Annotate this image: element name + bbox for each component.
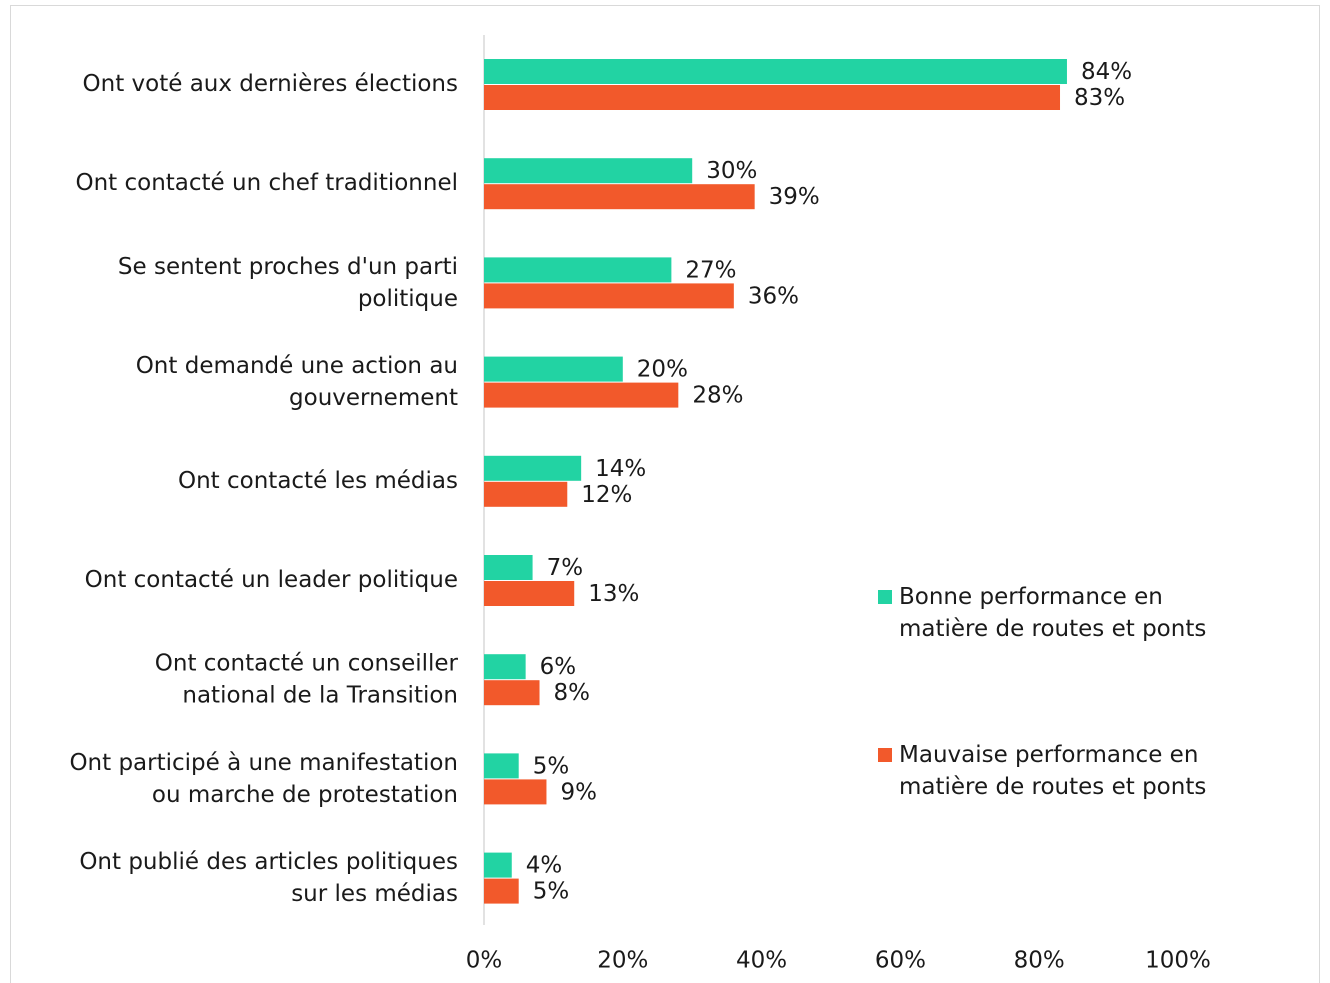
value-label: 4%: [526, 853, 563, 879]
value-label: 6%: [540, 654, 577, 680]
x-tick-label: 0%: [466, 948, 503, 974]
value-label: 36%: [748, 283, 799, 309]
value-label: 9%: [560, 779, 597, 805]
legend-label: Bonne performance en matière de routes et…: [899, 584, 1206, 642]
bar: [484, 481, 568, 507]
y-tick-label: Se sentent proches d'un parti politique: [118, 253, 458, 311]
bar: [484, 184, 755, 210]
bar: [484, 356, 623, 382]
x-tick-label: 80%: [1014, 948, 1065, 974]
bar: [484, 680, 540, 706]
value-label: 20%: [637, 357, 688, 383]
value-label: 39%: [769, 184, 820, 210]
x-tick-label: 40%: [736, 948, 787, 974]
x-tick-label: 20%: [597, 948, 648, 974]
value-label: 12%: [581, 482, 632, 508]
bar: [484, 555, 533, 580]
bar: [484, 257, 672, 283]
bar: [484, 455, 582, 481]
bar: [484, 85, 1061, 110]
bar: [484, 753, 519, 779]
y-tick-label: Ont contacté un chef traditionnel: [75, 170, 458, 196]
value-label: 84%: [1081, 59, 1132, 85]
value-label: 27%: [685, 257, 736, 283]
y-tick-label: Ont participé à une manifestation ou marc…: [69, 749, 458, 807]
value-label: 13%: [588, 581, 639, 607]
value-label: 14%: [595, 456, 646, 482]
bar: [484, 581, 575, 606]
value-label: 8%: [554, 680, 591, 706]
value-label: 28%: [692, 383, 743, 409]
value-label: 5%: [533, 879, 570, 905]
bar: [484, 158, 693, 184]
y-tick-label: Ont contacté un leader politique: [85, 567, 458, 593]
bar: [484, 382, 679, 408]
bar: [484, 654, 526, 680]
y-tick-label: Ont contacté un conseiller national de la…: [155, 650, 459, 708]
bar: [484, 283, 734, 309]
bar: [484, 878, 519, 904]
x-tick-label: 60%: [875, 948, 926, 974]
bar: [484, 779, 547, 805]
legend-label: Mauvaise performance en matière de routes…: [899, 742, 1206, 800]
value-label: 83%: [1074, 85, 1125, 111]
x-tick-label: 100%: [1145, 948, 1211, 974]
value-label: 7%: [547, 555, 584, 581]
value-label: 5%: [533, 753, 570, 779]
chart-frame: [10, 5, 1320, 983]
legend-swatch: [878, 748, 892, 762]
y-tick-label: Ont voté aux dernières élections: [83, 71, 458, 97]
y-tick-label: Ont contacté les médias: [178, 468, 458, 494]
bar: [484, 59, 1067, 84]
value-label: 30%: [706, 158, 757, 184]
y-tick-label: Ont demandé une action au gouvernement: [136, 353, 458, 411]
legend-swatch: [878, 590, 892, 604]
bar: [484, 852, 512, 878]
y-tick-label: Ont publié des articles politiques sur le…: [79, 849, 458, 907]
